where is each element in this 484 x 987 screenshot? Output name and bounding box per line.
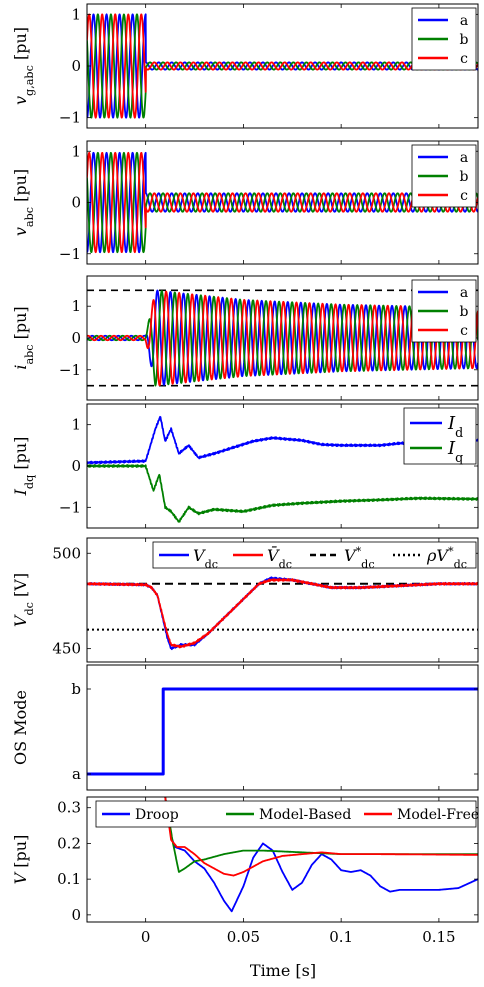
y-axis-label: OS Mode	[11, 690, 30, 765]
y-tick-label: −1	[59, 109, 81, 127]
legend-label: b	[460, 32, 469, 48]
series-line-ModelFree	[164, 797, 478, 877]
plot-frame	[86, 275, 479, 401]
series-line-mode	[87, 687, 478, 776]
series-line-Iq	[87, 464, 478, 523]
x-tick-label: 0.1	[329, 928, 353, 946]
y-tick-label: −1	[59, 361, 81, 379]
x-tick-label: 0.05	[227, 928, 260, 946]
y-tick-label: 0	[71, 329, 81, 347]
legend-label: b	[460, 304, 469, 320]
x-tick-label: 0	[141, 928, 151, 946]
y-tick-label: 0	[71, 906, 81, 924]
y-tick-label: 1	[71, 5, 81, 23]
plot-area	[164, 797, 478, 913]
legend-label: Model-Free	[397, 807, 479, 823]
y-axis-label: Vdc [V]	[11, 573, 36, 627]
plot-frame	[86, 140, 479, 265]
series-line-a	[87, 289, 478, 386]
legend-label: Droop	[135, 807, 179, 823]
chart-panel-1: −1 0 1 vg,abc [pu] abc	[11, 3, 479, 129]
y-axis-label: vabc [pu]	[11, 169, 36, 236]
legend-label: c	[460, 323, 468, 339]
chart-panel-5: 450 500 Vdc [V] Vdc V̄dc V*dc ρV*dc	[11, 537, 479, 663]
legend-label: a	[460, 13, 468, 29]
legend-label: V*dc	[344, 545, 375, 571]
legend-label: Vdc	[193, 546, 218, 571]
plot-frame	[86, 3, 479, 129]
chart-panel-6: a b OS Mode	[11, 664, 479, 791]
plot-area	[87, 687, 478, 776]
chart-panel-3: −1 0 1 iabc [pu] abc	[11, 275, 479, 401]
y-tick-label: 1	[71, 142, 81, 160]
legend-box	[403, 407, 477, 465]
y-tick-label: 0	[71, 57, 81, 75]
legend-label: c	[460, 51, 468, 67]
legend-label: a	[460, 150, 468, 166]
y-axis-label: Idq [pu]	[11, 437, 36, 497]
y-tick-label: 0.3	[57, 799, 81, 817]
legend-label: Iq	[447, 438, 463, 465]
legend-box	[95, 800, 477, 828]
y-tick-label: 0.2	[57, 834, 81, 852]
y-tick-label: 500	[52, 544, 81, 562]
y-tick-label: a	[72, 765, 81, 783]
plot-frame	[86, 537, 479, 663]
legend-label: c	[460, 188, 468, 204]
y-tick-label: 450	[52, 640, 81, 658]
y-tick-label: b	[71, 680, 81, 698]
y-axis-label: iabc [pu]	[11, 306, 36, 369]
chart-panel-2: −1 0 1 vabc [pu] abc	[11, 140, 479, 265]
plot-frame	[86, 796, 479, 923]
y-tick-label: 1	[71, 416, 81, 434]
y-tick-label: −1	[59, 245, 81, 263]
x-tick-label: 0.15	[422, 928, 455, 946]
legend-label: a	[460, 285, 468, 301]
plot-frame	[86, 403, 479, 529]
legend-label: Model-Based	[259, 807, 351, 823]
legend-label: b	[460, 169, 469, 185]
legend-label: ρV*dc	[426, 545, 467, 571]
series-line-a	[87, 151, 478, 254]
x-axis-label: Time [s]	[250, 961, 316, 980]
y-axis-label: vg,abc [pu]	[11, 27, 36, 105]
y-tick-label: 1	[71, 297, 81, 315]
y-tick-label: 0	[71, 457, 81, 475]
legend-label: Id	[447, 413, 463, 440]
plot-frame	[86, 664, 479, 791]
chart-panel-7: 0 0.1 0.2 0.3 0 0.05 0.1 0.15 V [pu] Droop Model-B…	[11, 796, 479, 946]
y-axis-label: V [pu]	[11, 835, 30, 885]
series-line-Vdc	[87, 576, 478, 651]
legend-label: V̄dc	[267, 544, 292, 570]
plot-area	[87, 576, 478, 651]
y-tick-label: 0.1	[57, 870, 81, 888]
y-tick-label: 0	[71, 194, 81, 212]
series-line-Vdc	[87, 578, 478, 649]
y-tick-label: −1	[59, 498, 81, 516]
